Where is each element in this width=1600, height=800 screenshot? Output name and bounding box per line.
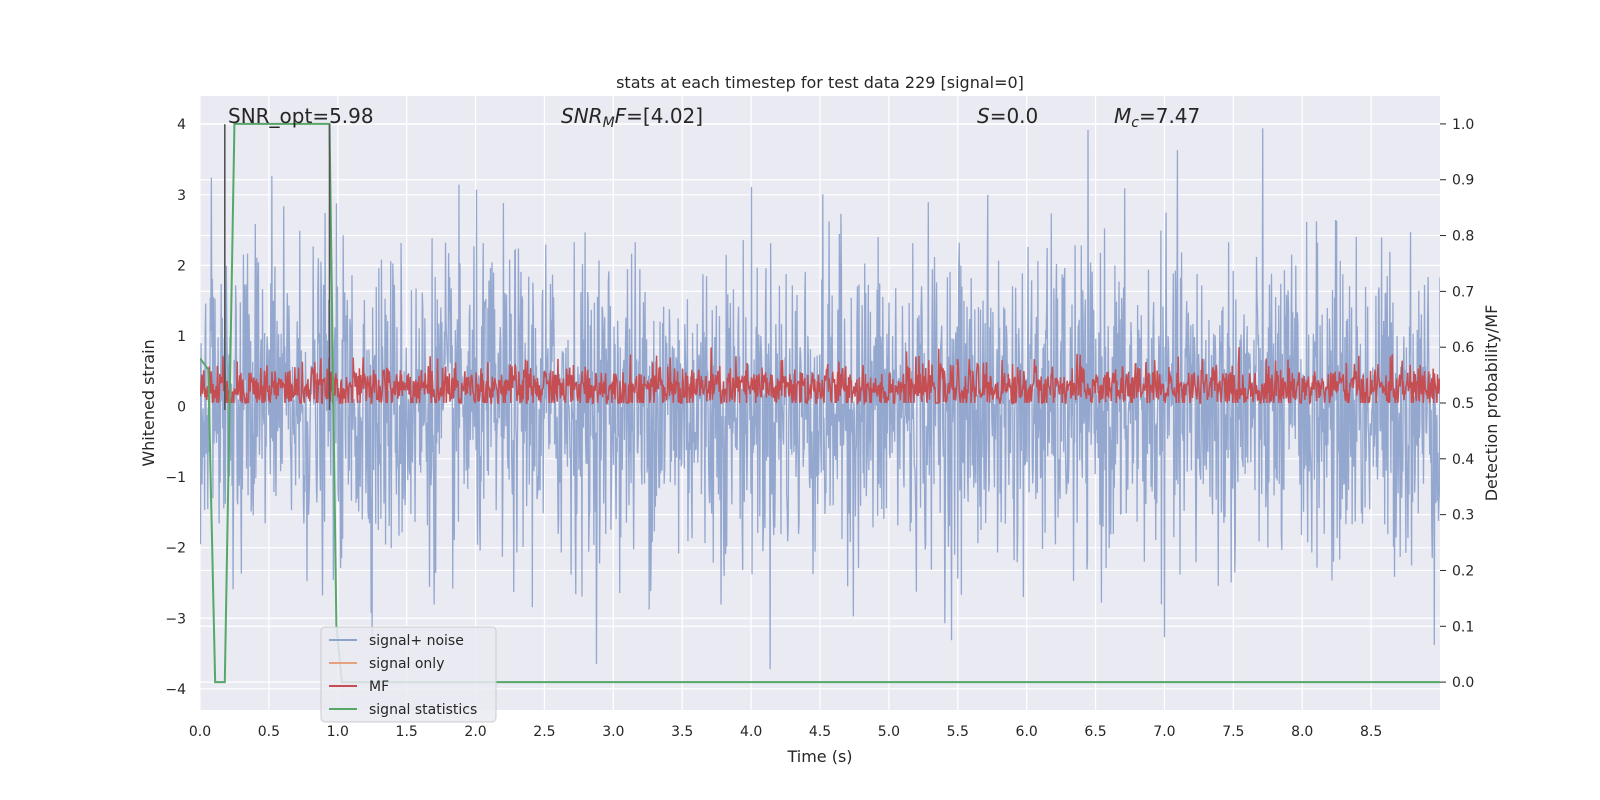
legend-label: signal+ noise	[369, 633, 464, 649]
y-left-tick-label: 2	[177, 258, 186, 274]
annotation: Mc=7.47	[1114, 104, 1200, 131]
y-right-tick-label: 0.0	[1452, 675, 1474, 691]
line-mf	[200, 347, 1440, 406]
legend-label: MF	[369, 679, 389, 695]
y-right-tick-label: 0.5	[1452, 396, 1474, 412]
y-right-tick-label: 0.3	[1452, 508, 1474, 524]
y-axis-right-ticks: 1.0 0.9 0.8 0.7 0.6 0.5 0.4 0.3 0.2 0.1 0.0	[1440, 117, 1474, 691]
x-axis-ticks: 0.0 0.5 1.0 1.5 2.0 2.5 3.0 3.5 4.0 4.5 5.0 5.5 6.0 6…	[189, 724, 1382, 740]
y-left-tick-label: −1	[165, 470, 186, 486]
x-tick-label: 1.5	[396, 724, 418, 740]
x-axis-label: Time (s)	[786, 747, 852, 766]
line-signal-noise	[200, 128, 1440, 670]
annotation: SNR_opt=5.98	[228, 104, 374, 128]
y-left-tick-label: −2	[165, 541, 186, 557]
x-tick-label: 0.5	[258, 724, 280, 740]
x-tick-label: 0.0	[189, 724, 211, 740]
y-axis-left-ticks: 4 3 2 1 0 −1 −2 −3 −4	[165, 117, 186, 698]
x-tick-label: 1.0	[327, 724, 349, 740]
y-right-tick-label: 0.8	[1452, 229, 1474, 245]
x-tick-label: 6.5	[1084, 724, 1106, 740]
chart-title: stats at each timestep for test data 229…	[616, 73, 1024, 92]
x-tick-label: 5.0	[878, 724, 900, 740]
annotation: S=0.0	[977, 104, 1038, 128]
x-tick-label: 2.0	[464, 724, 486, 740]
y-left-tick-label: −4	[165, 682, 186, 698]
series-mf	[200, 347, 1440, 406]
x-tick-label: 8.5	[1360, 724, 1382, 740]
y-right-tick-label: 0.6	[1452, 340, 1474, 356]
y-right-tick-label: 1.0	[1452, 117, 1474, 133]
y-left-tick-label: 3	[177, 188, 186, 204]
y-right-tick-label: 0.9	[1452, 173, 1474, 189]
y-left-tick-label: 1	[177, 329, 186, 345]
legend-label: signal only	[369, 656, 444, 672]
y-right-tick-label: 0.7	[1452, 284, 1474, 300]
x-tick-label: 3.5	[671, 724, 693, 740]
legend-label: signal statistics	[369, 702, 477, 718]
x-tick-label: 8.0	[1291, 724, 1313, 740]
x-tick-label: 7.5	[1222, 724, 1244, 740]
x-tick-label: 3.0	[602, 724, 624, 740]
x-tick-label: 7.0	[1153, 724, 1175, 740]
series-signal-noise	[200, 128, 1440, 670]
annotation: SNRMF=[4.02]	[561, 104, 703, 131]
y-left-tick-label: 0	[177, 400, 186, 416]
y-axis-right-label: Detection probability/MF	[1482, 305, 1501, 502]
vertical-markers	[224, 124, 331, 411]
legend: signal+ noise signal only MF signal statist…	[320, 626, 497, 723]
legend-box	[320, 626, 497, 723]
x-tick-label: 4.0	[740, 724, 762, 740]
annotations: SNR_opt=5.98 SNRMF=[4.02] S=0.0 Mc=7.47	[228, 104, 1200, 131]
y-right-tick-label: 0.1	[1452, 619, 1474, 635]
x-tick-label: 6.0	[1016, 724, 1038, 740]
x-tick-label: 5.5	[947, 724, 969, 740]
x-tick-label: 4.5	[809, 724, 831, 740]
y-left-tick-label: 4	[177, 117, 186, 133]
y-right-tick-label: 0.4	[1452, 452, 1474, 468]
y-left-tick-label: −3	[165, 611, 186, 627]
x-tick-label: 2.5	[533, 724, 555, 740]
y-right-tick-label: 0.2	[1452, 563, 1474, 579]
y-axis-left-label: Whitened strain	[139, 339, 158, 466]
